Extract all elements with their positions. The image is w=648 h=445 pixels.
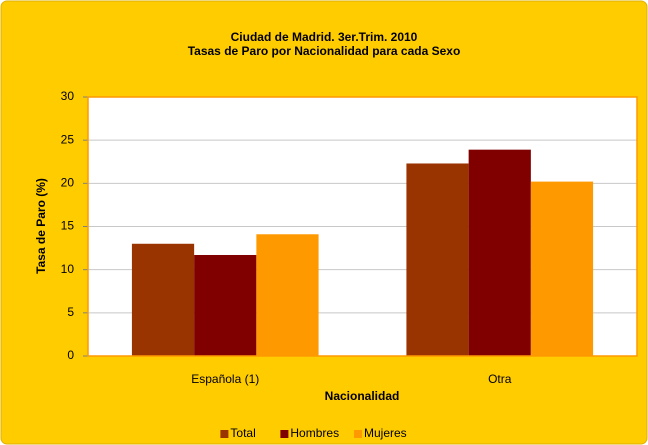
chart-title: Ciudad de Madrid. 3er.Trim. 2010	[231, 30, 418, 44]
y-tick-label: 30	[61, 89, 75, 103]
legend-label: Total	[230, 426, 255, 440]
y-tick-label: 0	[67, 348, 74, 362]
y-tick-label: 5	[67, 305, 74, 319]
legend-label: Hombres	[290, 426, 339, 440]
plot-border	[87, 96, 638, 357]
legend-label: Mujeres	[364, 426, 407, 440]
x-tick-label: Española (1)	[191, 372, 259, 386]
y-tick-label: 25	[61, 132, 75, 146]
y-tick-label: 10	[61, 262, 75, 276]
bar	[530, 181, 594, 356]
bar	[406, 163, 469, 356]
legend-swatch	[220, 430, 229, 438]
legend-swatch	[280, 430, 289, 438]
bar	[256, 234, 319, 356]
bar	[468, 149, 531, 356]
y-tick-label: 20	[61, 176, 75, 190]
chart-subtitle: Tasas de Paro por Nacionalidad para cada…	[188, 44, 461, 58]
legend-swatch	[354, 430, 362, 438]
bar	[131, 243, 195, 356]
y-tick-label: 15	[61, 219, 75, 233]
x-tick-label: Otra	[488, 372, 512, 386]
y-axis-label: Tasa de Paro (%)	[34, 178, 48, 274]
bar	[194, 254, 257, 356]
x-axis-label: Nacionalidad	[325, 389, 400, 403]
